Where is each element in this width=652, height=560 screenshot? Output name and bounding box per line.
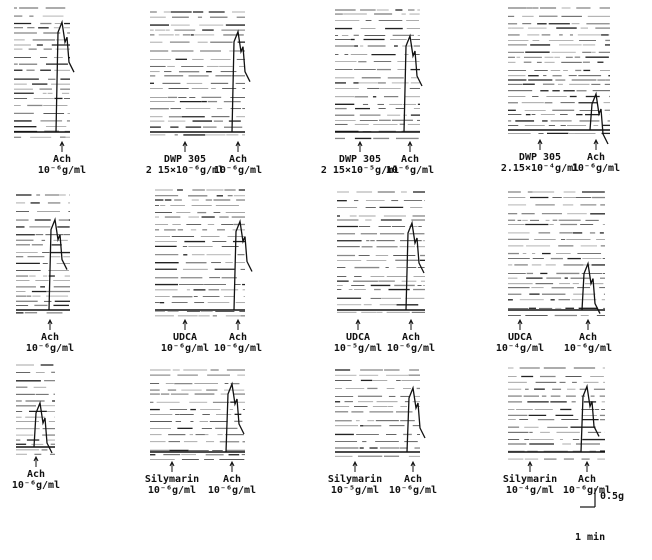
annotation-label: Ach [579, 332, 597, 343]
trace-response [34, 403, 52, 453]
annotation-label: 10⁻⁶g/ml [148, 485, 196, 496]
annotation-label: Ach [223, 474, 241, 485]
annotation-label: Silymarin [145, 473, 199, 485]
annotation-label: DWP 305 [339, 154, 381, 165]
annotation-label: Silymarin [503, 473, 557, 485]
annotation-label: Ach [401, 154, 419, 165]
annotation-label: Ach [53, 154, 71, 165]
trace-response [406, 223, 424, 310]
trace-response [234, 222, 252, 311]
annotation-label: 10⁻⁶g/ml [214, 343, 262, 354]
trace-response [49, 220, 67, 310]
annotation-label: 10⁻⁶g/ml [214, 165, 262, 176]
annotation-label: 10⁻⁶g/ml [387, 343, 435, 354]
annotation-label: UDCA [346, 332, 370, 343]
annotation-label: DWP 305 [164, 154, 206, 165]
annotation-label: 10⁻⁶g/ml [26, 343, 74, 354]
annotation-label: Ach [27, 469, 45, 480]
annotation-label: Ach [404, 474, 422, 485]
annotation-label: Ach [229, 154, 247, 165]
annotation-label: 10⁻⁶g/ml [386, 165, 434, 176]
annotation-label: Ach [402, 332, 420, 343]
trace-response [404, 36, 422, 132]
annotation-label: 2 15×10⁻⁶g/ml [146, 165, 224, 176]
annotation-label: 10⁻⁴g/ml [506, 485, 554, 496]
trace-response [590, 94, 608, 144]
annotation-label: 10⁻⁵g/ml [334, 343, 382, 354]
annotation-label: 2.15×10⁻⁴g/ml [501, 163, 579, 174]
annotation-label: Silymarin [328, 473, 382, 485]
annotation-label: Ach [41, 332, 59, 343]
trace-response [56, 22, 74, 132]
annotation-label: 10⁻⁶g/ml [563, 485, 611, 496]
annotation-label: UDCA [173, 332, 197, 343]
scale-time-label: 1 min [575, 531, 605, 543]
annotation-label: 10⁻⁵g/ml [331, 485, 379, 496]
annotation-label: 10⁻⁶g/ml [572, 163, 620, 174]
figure: 0.5g 1 min Ach10⁻⁶g/mlDWP 3052 15×10⁻⁶g/… [0, 0, 652, 560]
annotation-label: Ach [578, 474, 596, 485]
annotation-label: 10⁻⁶g/ml [12, 480, 60, 491]
annotation-label: Ach [229, 332, 247, 343]
annotation-label: 10⁻⁶g/ml [564, 343, 612, 354]
annotation-label: DWP 305 [519, 152, 561, 163]
annotation-label: 10⁻⁶g/ml [208, 485, 256, 496]
annotation-label: UDCA [508, 332, 532, 343]
annotation-label: Ach [587, 152, 605, 163]
annotation-label: 10⁻⁶g/ml [389, 485, 437, 496]
annotation-label: 10⁻⁴g/ml [496, 343, 544, 354]
annotation-label: 10⁻⁶g/ml [161, 343, 209, 354]
annotation-label: 10⁻⁶g/ml [38, 165, 86, 176]
trace-response [407, 388, 425, 452]
trace-response [582, 264, 600, 314]
